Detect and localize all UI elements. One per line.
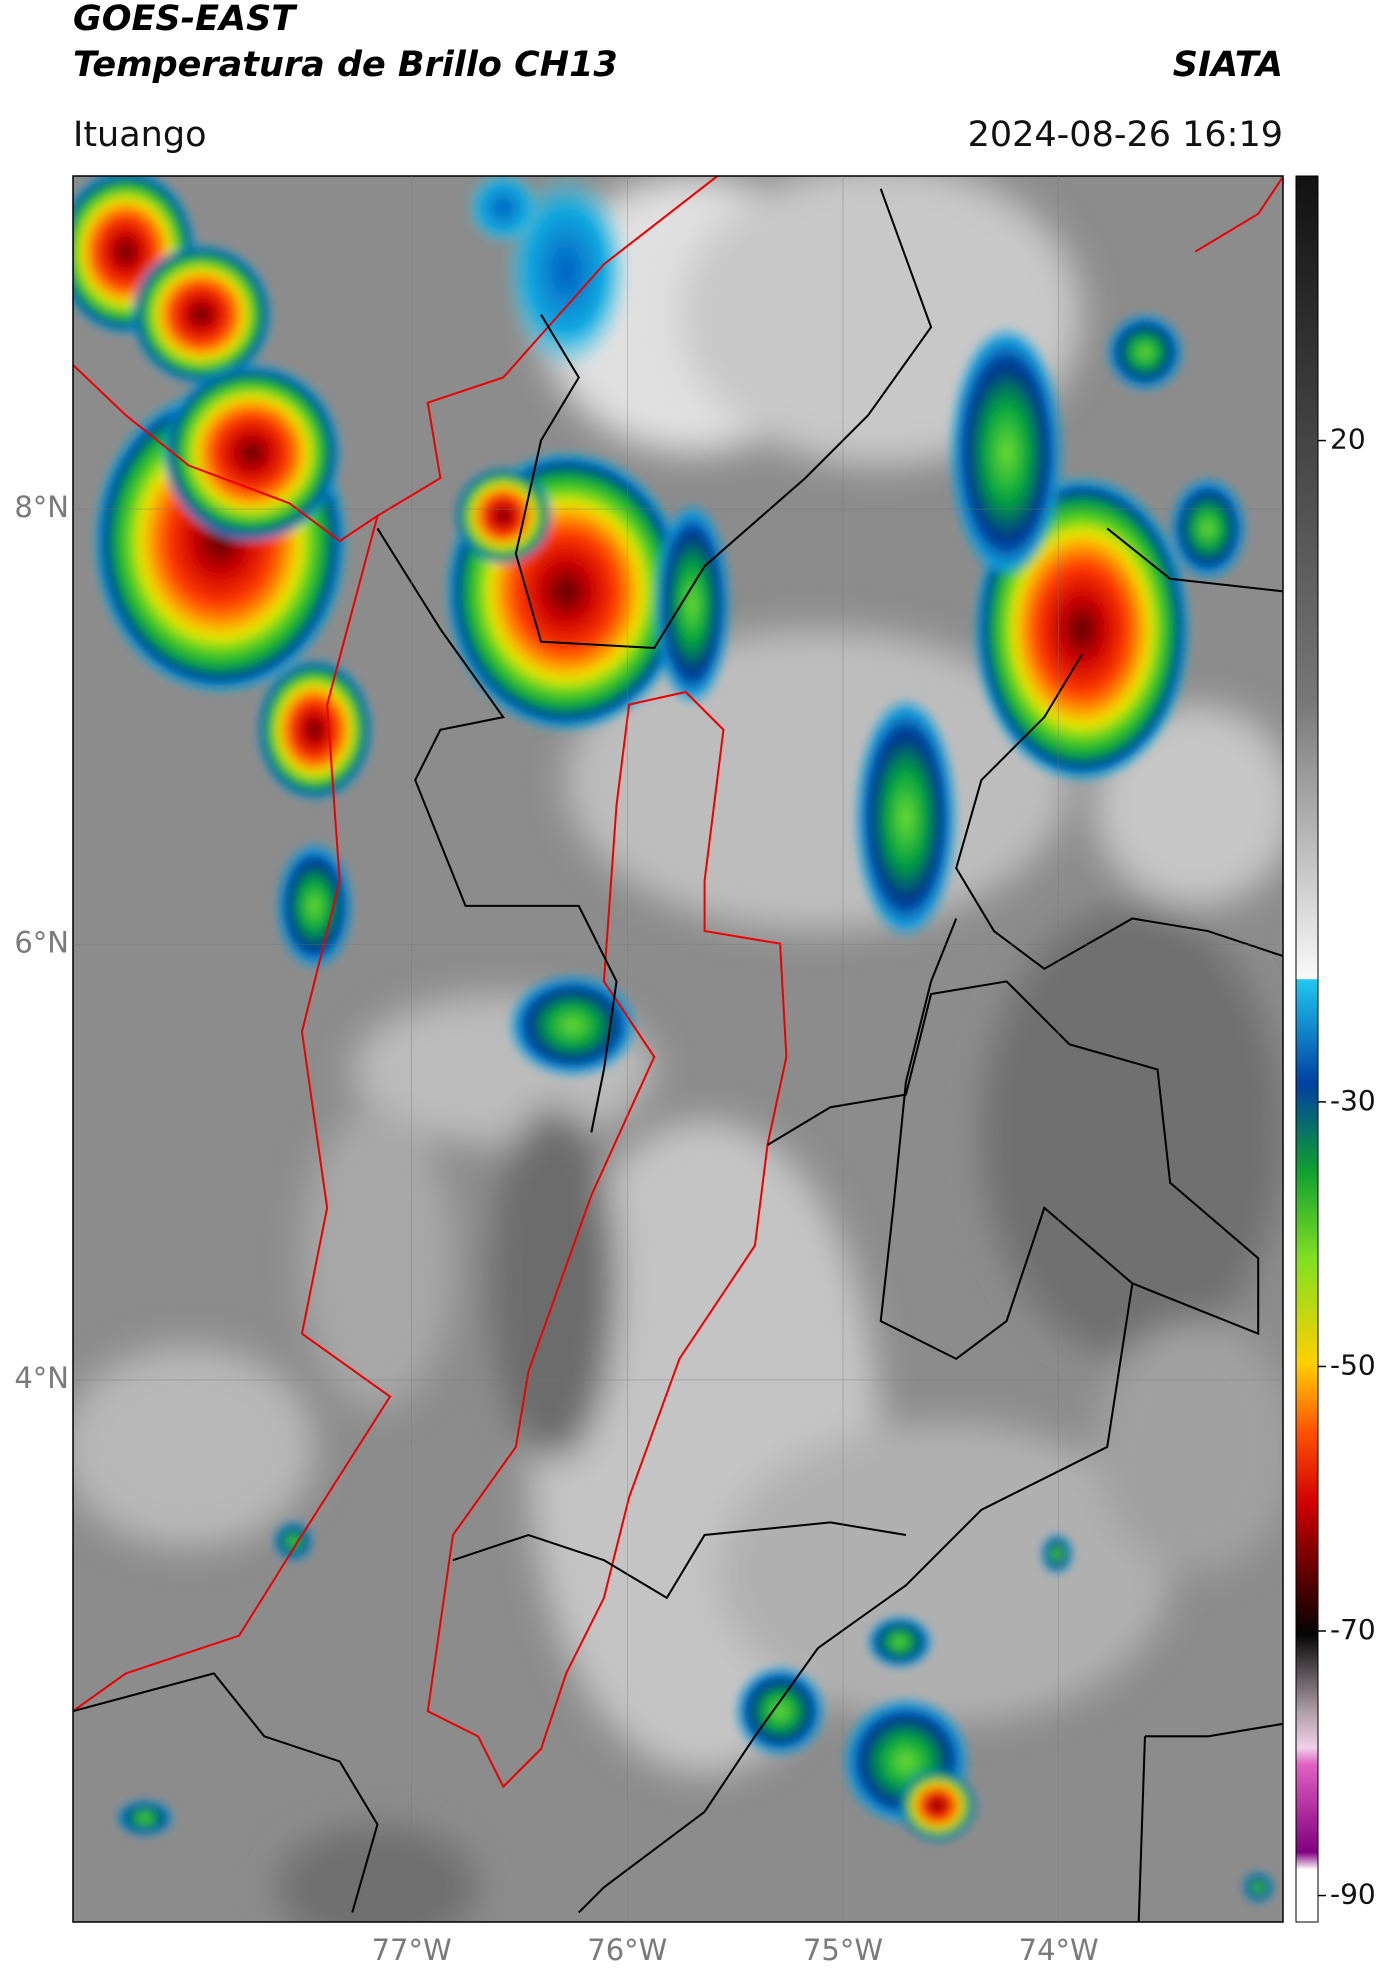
colorbar-tick-label: -50 <box>1330 1348 1376 1381</box>
y-tick-label: 4°N <box>14 1361 69 1395</box>
y-tick-label: 6°N <box>14 926 69 960</box>
colorbar-tick-label: 20 <box>1330 423 1366 456</box>
title-line1: GOES-EAST <box>73 0 298 39</box>
boundaries <box>73 176 1283 1922</box>
agency: SIATA <box>1173 45 1283 85</box>
colorbar-tick-label: -30 <box>1330 1084 1376 1117</box>
colorbar <box>1295 175 1319 1923</box>
title-line2: Temperatura de Brillo CH13 <box>73 45 618 85</box>
colorbar-tick-label: -70 <box>1330 1613 1376 1646</box>
x-tick-label: 77°W <box>372 1933 452 1967</box>
location: Ituango <box>73 115 207 155</box>
y-tick-label: 8°N <box>14 490 69 524</box>
x-tick-label: 75°W <box>803 1933 883 1967</box>
satellite-image <box>73 176 1283 1922</box>
datetime: 2024-08-26 16:19 <box>968 115 1283 155</box>
x-tick-label: 74°W <box>1019 1933 1099 1967</box>
x-tick-label: 76°W <box>587 1933 667 1967</box>
colorbar-tick-label: -90 <box>1330 1878 1376 1911</box>
map-frame <box>72 175 1284 1923</box>
